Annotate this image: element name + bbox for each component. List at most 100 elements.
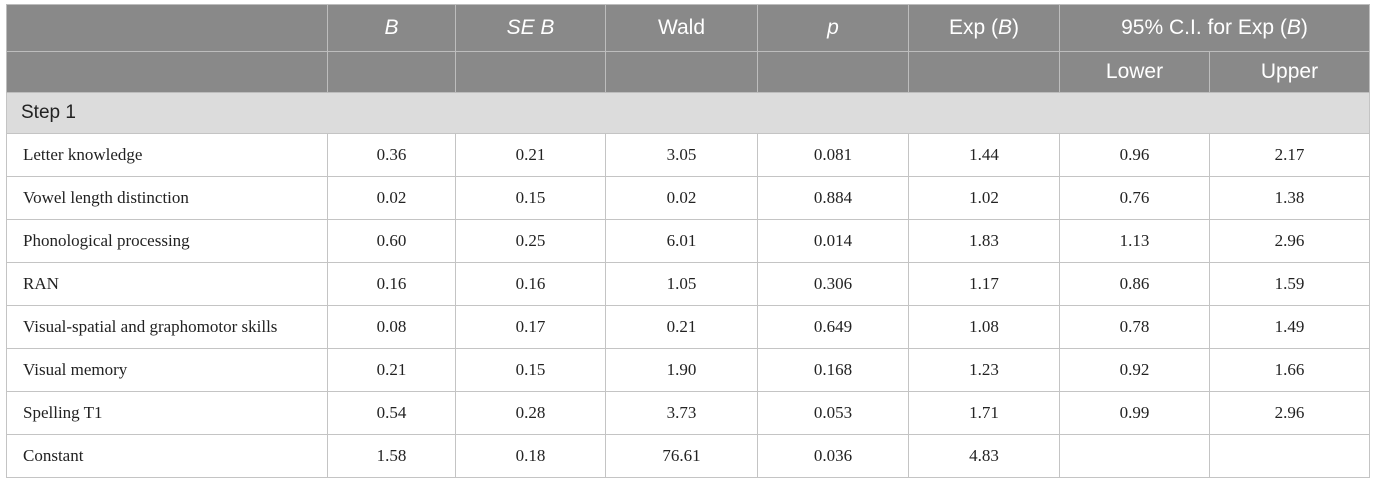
row-label: Spelling T1 bbox=[6, 391, 328, 435]
cell-wald: 6.01 bbox=[605, 219, 758, 263]
table-row: Letter knowledge 0.36 0.21 3.05 0.081 1.… bbox=[6, 133, 1370, 177]
cell-upper bbox=[1209, 434, 1370, 478]
cell-upper: 2.96 bbox=[1209, 219, 1370, 263]
cell-p: 0.884 bbox=[757, 176, 909, 220]
cell-wald: 3.05 bbox=[605, 133, 758, 177]
header-row-1: B SE B Wald p Exp (B) 95% C.I. for Exp (… bbox=[6, 4, 1370, 52]
header-p: p bbox=[757, 4, 909, 52]
cell-exp-b: 1.02 bbox=[908, 176, 1060, 220]
table-row: Spelling T1 0.54 0.28 3.73 0.053 1.71 0.… bbox=[6, 391, 1370, 435]
cell-se-b: 0.16 bbox=[455, 262, 606, 306]
row-label: Letter knowledge bbox=[6, 133, 328, 177]
cell-se-b: 0.15 bbox=[455, 176, 606, 220]
header-exp-b-suffix: ) bbox=[1012, 16, 1020, 39]
cell-lower: 0.78 bbox=[1059, 305, 1210, 349]
cell-exp-b: 4.83 bbox=[908, 434, 1060, 478]
row-label: RAN bbox=[6, 262, 328, 306]
header-se-b: SE B bbox=[455, 4, 606, 52]
header-b: B bbox=[327, 4, 456, 52]
cell-p: 0.053 bbox=[757, 391, 909, 435]
step-label: Step 1 bbox=[6, 92, 1370, 134]
cell-upper: 1.49 bbox=[1209, 305, 1370, 349]
table-row: Visual-spatial and graphomotor skills 0.… bbox=[6, 305, 1370, 349]
cell-p: 0.306 bbox=[757, 262, 909, 306]
cell-lower: 0.99 bbox=[1059, 391, 1210, 435]
header-ci-var: B bbox=[1286, 16, 1301, 39]
cell-se-b: 0.15 bbox=[455, 348, 606, 392]
cell-upper: 2.17 bbox=[1209, 133, 1370, 177]
header-empty-2e bbox=[757, 51, 909, 93]
header-empty-2d bbox=[605, 51, 758, 93]
row-label: Phonological processing bbox=[6, 219, 328, 263]
table-row: Vowel length distinction 0.02 0.15 0.02 … bbox=[6, 176, 1370, 220]
cell-b: 0.08 bbox=[327, 305, 456, 349]
header-ci: 95% C.I. for Exp (B) bbox=[1059, 4, 1370, 52]
header-wald-label: Wald bbox=[657, 16, 706, 39]
header-se-b-label: SE B bbox=[506, 16, 555, 39]
cell-lower: 0.92 bbox=[1059, 348, 1210, 392]
cell-b: 0.60 bbox=[327, 219, 456, 263]
cell-b: 0.21 bbox=[327, 348, 456, 392]
table-header: B SE B Wald p Exp (B) 95% C.I. for Exp (… bbox=[6, 4, 1370, 93]
header-upper: Upper bbox=[1209, 51, 1370, 93]
cell-wald: 0.02 bbox=[605, 176, 758, 220]
cell-exp-b: 1.71 bbox=[908, 391, 1060, 435]
cell-exp-b: 1.83 bbox=[908, 219, 1060, 263]
cell-p: 0.649 bbox=[757, 305, 909, 349]
table-row: Constant 1.58 0.18 76.61 0.036 4.83 bbox=[6, 434, 1370, 478]
row-label: Vowel length distinction bbox=[6, 176, 328, 220]
row-label: Visual-spatial and graphomotor skills bbox=[6, 305, 328, 349]
header-empty-2a bbox=[6, 51, 328, 93]
header-wald: Wald bbox=[605, 4, 758, 52]
header-empty-2c bbox=[455, 51, 606, 93]
cell-wald: 76.61 bbox=[605, 434, 758, 478]
cell-b: 0.02 bbox=[327, 176, 456, 220]
cell-b: 0.36 bbox=[327, 133, 456, 177]
cell-lower: 1.13 bbox=[1059, 219, 1210, 263]
cell-wald: 0.21 bbox=[605, 305, 758, 349]
cell-wald: 1.90 bbox=[605, 348, 758, 392]
cell-lower: 0.76 bbox=[1059, 176, 1210, 220]
table-row: Visual memory 0.21 0.15 1.90 0.168 1.23 … bbox=[6, 348, 1370, 392]
cell-se-b: 0.18 bbox=[455, 434, 606, 478]
header-b-label: B bbox=[384, 16, 399, 39]
header-ci-prefix: 95% C.I. for Exp ( bbox=[1121, 16, 1287, 39]
row-label: Constant bbox=[6, 434, 328, 478]
cell-p: 0.036 bbox=[757, 434, 909, 478]
step-row: Step 1 bbox=[6, 92, 1370, 134]
cell-se-b: 0.17 bbox=[455, 305, 606, 349]
cell-exp-b: 1.23 bbox=[908, 348, 1060, 392]
cell-wald: 3.73 bbox=[605, 391, 758, 435]
header-exp-b-var: B bbox=[998, 16, 1013, 39]
cell-lower: 0.86 bbox=[1059, 262, 1210, 306]
table-row: RAN 0.16 0.16 1.05 0.306 1.17 0.86 1.59 bbox=[6, 262, 1370, 306]
cell-exp-b: 1.17 bbox=[908, 262, 1060, 306]
cell-b: 0.16 bbox=[327, 262, 456, 306]
row-label: Visual memory bbox=[6, 348, 328, 392]
cell-wald: 1.05 bbox=[605, 262, 758, 306]
header-exp-b: Exp (B) bbox=[908, 4, 1060, 52]
cell-p: 0.168 bbox=[757, 348, 909, 392]
header-empty-2f bbox=[908, 51, 1060, 93]
cell-se-b: 0.21 bbox=[455, 133, 606, 177]
cell-exp-b: 1.08 bbox=[908, 305, 1060, 349]
cell-exp-b: 1.44 bbox=[908, 133, 1060, 177]
header-p-label: p bbox=[827, 16, 839, 39]
cell-lower: 0.96 bbox=[1059, 133, 1210, 177]
header-empty-2b bbox=[327, 51, 456, 93]
cell-upper: 1.66 bbox=[1209, 348, 1370, 392]
cell-upper: 1.38 bbox=[1209, 176, 1370, 220]
cell-lower bbox=[1059, 434, 1210, 478]
cell-b: 1.58 bbox=[327, 434, 456, 478]
cell-se-b: 0.25 bbox=[455, 219, 606, 263]
cell-upper: 2.96 bbox=[1209, 391, 1370, 435]
header-ci-suffix: ) bbox=[1300, 16, 1308, 39]
cell-se-b: 0.28 bbox=[455, 391, 606, 435]
header-lower: Lower bbox=[1059, 51, 1210, 93]
cell-b: 0.54 bbox=[327, 391, 456, 435]
table-body: Step 1 Letter knowledge 0.36 0.21 3.05 0… bbox=[6, 92, 1370, 478]
cell-upper: 1.59 bbox=[1209, 262, 1370, 306]
table-row: Phonological processing 0.60 0.25 6.01 0… bbox=[6, 219, 1370, 263]
header-exp-b-prefix: Exp ( bbox=[948, 16, 998, 39]
